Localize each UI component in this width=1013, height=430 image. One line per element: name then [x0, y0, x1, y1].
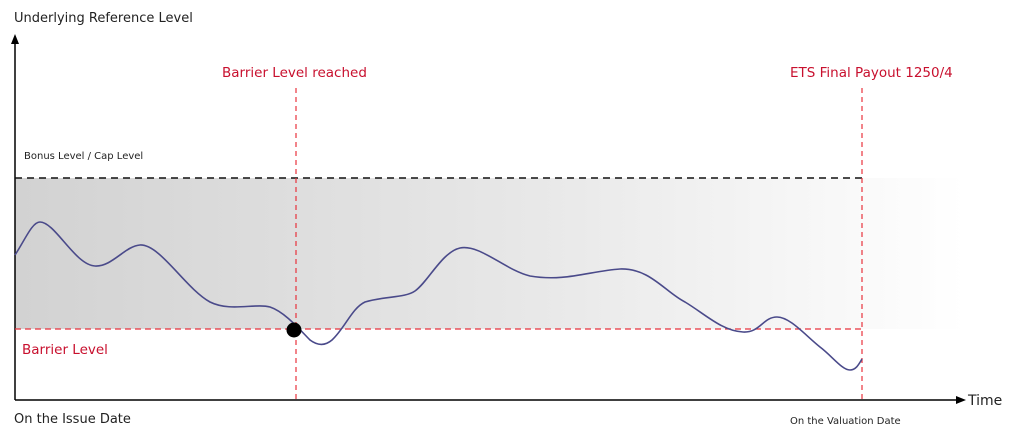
valuation-date-label: On the Valuation Date [790, 416, 901, 427]
barrier-reached-label: Barrier Level reached [222, 65, 367, 81]
bonus-cap-label: Bonus Level / Cap Level [24, 151, 143, 162]
final-payout-label: ETS Final Payout 1250/4 [790, 65, 953, 81]
x-axis-arrow-icon [956, 396, 966, 404]
underlying-path [14, 221, 863, 371]
issue-date-label: On the Issue Date [14, 412, 131, 427]
y-axis-label: Underlying Reference Level [14, 11, 193, 26]
barrier-level-label: Barrier Level [22, 342, 108, 358]
y-axis-arrow-icon [11, 34, 19, 44]
barrier-hit-dot [286, 322, 302, 338]
bonus-barrier-band [15, 178, 965, 329]
x-axis-label: Time [967, 393, 1002, 409]
